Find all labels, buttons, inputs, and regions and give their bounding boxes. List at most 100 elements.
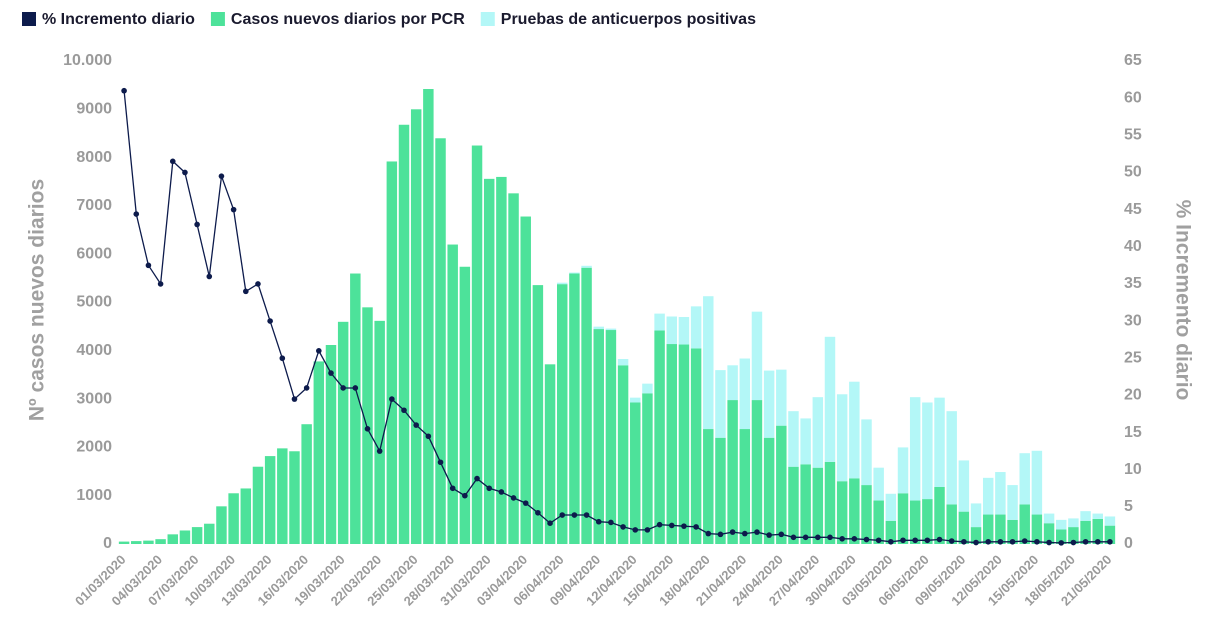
bar (350, 273, 361, 544)
bar (836, 394, 848, 482)
bar (532, 285, 544, 544)
bar (800, 464, 811, 544)
bar (982, 514, 994, 544)
bar (873, 467, 884, 501)
bar (812, 467, 824, 544)
line-point (1082, 538, 1089, 545)
line-point (802, 534, 809, 541)
bar (556, 284, 568, 544)
bar (155, 539, 166, 544)
line-point (668, 522, 675, 529)
bar (1043, 523, 1055, 544)
line-point (681, 523, 687, 529)
line-point (559, 512, 566, 518)
bar (617, 365, 629, 544)
y2-tick-label: 30 (1124, 312, 1142, 329)
bar (715, 437, 726, 544)
bar (216, 506, 227, 544)
bar (654, 330, 665, 544)
line-point (644, 527, 651, 533)
line-point (693, 524, 699, 530)
line-point (997, 538, 1004, 545)
line-point (827, 534, 833, 541)
bar (654, 313, 665, 331)
bar (763, 370, 775, 438)
bar (1031, 450, 1043, 515)
line-point (595, 518, 602, 525)
line-point (328, 370, 334, 376)
line-point (230, 206, 237, 213)
line-point (608, 519, 614, 526)
bar (1080, 511, 1091, 521)
bar (849, 381, 860, 479)
bar (1104, 516, 1116, 526)
bar (118, 541, 130, 544)
line-point (924, 537, 931, 544)
bar (861, 485, 872, 544)
line-point (741, 530, 748, 537)
line-point (474, 475, 480, 482)
bar (593, 326, 604, 330)
line-point (1034, 538, 1040, 545)
bar (374, 320, 385, 544)
bar (301, 424, 312, 544)
y2-tick-label: 55 (1124, 127, 1142, 144)
y2-axis-title: % Incremento diario (1171, 200, 1194, 401)
bar (690, 348, 702, 544)
y2-tick-label: 40 (1124, 238, 1142, 255)
y-tick-label: 0 (103, 535, 112, 552)
bar (995, 514, 1006, 544)
line-point (486, 485, 493, 492)
bar (228, 493, 239, 544)
y2-tick-label: 45 (1124, 201, 1142, 218)
line-point (766, 532, 772, 538)
y2-tick-label: 35 (1124, 275, 1142, 292)
line-point (291, 396, 298, 402)
line (123, 90, 1110, 544)
bar (849, 478, 860, 544)
line-point (863, 536, 870, 543)
line-point (973, 539, 979, 546)
bar (897, 447, 909, 494)
y-tick-label: 10.000 (63, 52, 112, 69)
bar (496, 176, 507, 545)
line-point (182, 169, 188, 176)
bar (337, 321, 349, 544)
y2-tick-label: 25 (1124, 349, 1142, 366)
legend-swatch (480, 12, 495, 26)
bar (812, 397, 824, 468)
bar (191, 527, 203, 544)
bar (252, 466, 264, 544)
bar (678, 344, 690, 544)
line-point (1058, 540, 1065, 546)
line-point (376, 448, 383, 454)
line-point (900, 537, 906, 544)
bar (788, 466, 799, 544)
bar (873, 500, 884, 544)
line-point (1046, 539, 1052, 546)
line-point (839, 535, 845, 542)
bar (788, 411, 799, 467)
line-point (194, 221, 200, 228)
line-point (218, 173, 225, 179)
line-point (547, 520, 553, 526)
bar (1043, 513, 1055, 524)
bar (800, 418, 811, 465)
bar (934, 397, 945, 488)
bar (617, 359, 629, 366)
bar (909, 500, 921, 544)
bar (581, 267, 592, 544)
bar (776, 369, 787, 426)
line-point (717, 531, 724, 538)
line-point (1021, 538, 1028, 544)
bar (982, 477, 994, 515)
y-axis-title: Nº casos nuevos diarios (26, 179, 49, 421)
bar (435, 138, 446, 544)
bar (520, 216, 531, 544)
bar (1104, 525, 1116, 544)
line-point (936, 536, 943, 543)
bar (410, 109, 422, 545)
bar (1019, 504, 1030, 544)
bar (556, 282, 568, 285)
